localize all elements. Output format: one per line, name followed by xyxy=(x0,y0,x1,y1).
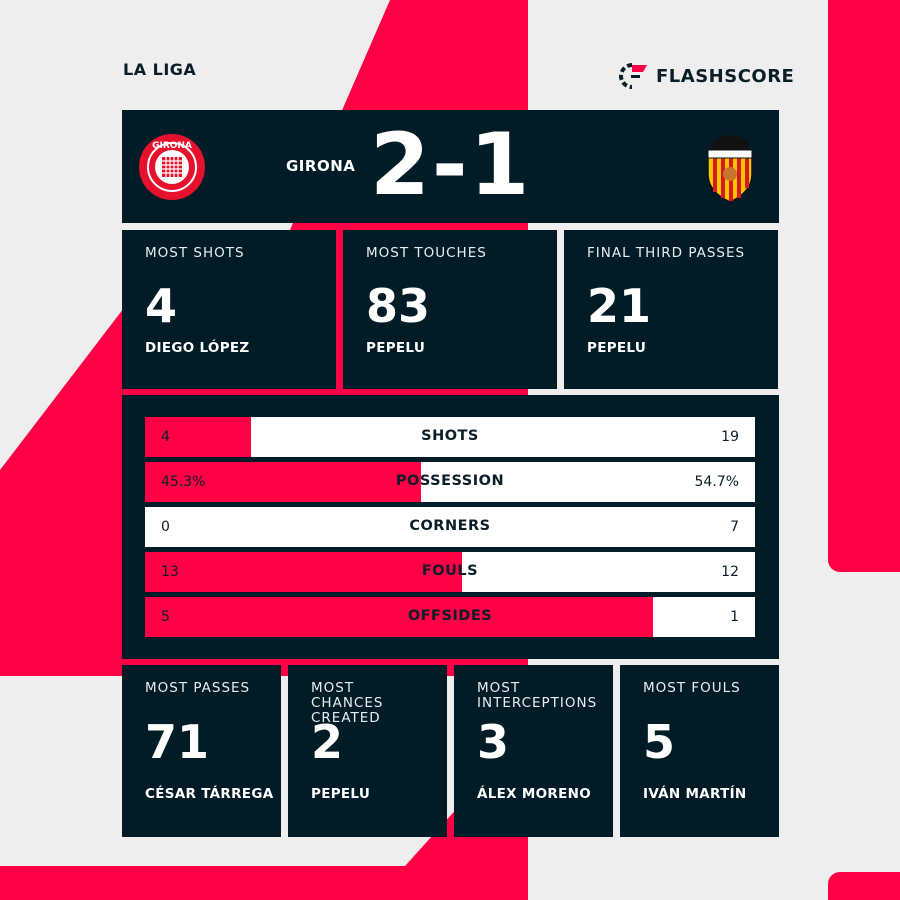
stat-value: 21 xyxy=(587,279,652,333)
home-value: 5 xyxy=(161,609,170,625)
stat-label: MOST TOUCHES xyxy=(366,245,487,261)
comparison-panel: SHOTS 4 19 POSSESSION 45.3% 54.7% CORNER… xyxy=(122,395,779,659)
stat-bar-label: FOULS xyxy=(421,563,479,579)
stat-value: 83 xyxy=(366,279,431,333)
player-name: PEPELU xyxy=(366,340,426,356)
stat-card: MOST PASSES 71 CÉSAR TÁRREGA xyxy=(122,665,281,837)
stat-bar-fouls: FOULS 13 12 xyxy=(145,552,755,592)
valencia-crest-icon xyxy=(707,135,753,203)
match-score: 2-1 xyxy=(370,115,532,215)
stat-label: MOST SHOTS xyxy=(145,245,245,261)
away-value: 7 xyxy=(730,519,739,535)
stat-bar-shots: SHOTS 4 19 xyxy=(145,417,755,457)
stat-label: MOST FOULS xyxy=(643,680,741,696)
stat-value: 71 xyxy=(145,715,210,769)
stat-bar-possession: POSSESSION 45.3% 54.7% xyxy=(145,462,755,502)
stat-card: FINAL THIRD PASSES 21 PEPELU xyxy=(564,230,778,389)
stat-bar-offsides: OFFSIDES 5 1 xyxy=(145,597,755,637)
home-share-fill xyxy=(145,552,463,592)
league-title: LA LIGA xyxy=(123,60,197,79)
stat-value: 5 xyxy=(643,715,676,769)
home-share-fill xyxy=(145,417,252,457)
player-name: CÉSAR TÁRREGA xyxy=(145,786,274,802)
home-share-fill xyxy=(145,462,422,502)
flashscore-logo-icon xyxy=(619,63,647,89)
home-team-name: GIRONA xyxy=(286,157,356,175)
away-value: 12 xyxy=(721,564,739,580)
home-value: 4 xyxy=(161,429,170,445)
player-name: ÁLEX MORENO xyxy=(477,786,591,802)
stat-card: MOST INTERCEPTIONS 3 ÁLEX MORENO xyxy=(454,665,613,837)
girona-crest-icon: GIRONA xyxy=(139,134,205,200)
stat-bar-label: SHOTS xyxy=(421,428,479,444)
svg-text:GIRONA: GIRONA xyxy=(152,141,192,151)
home-value: 13 xyxy=(161,564,179,580)
stat-value: 4 xyxy=(145,279,178,333)
home-share-fill xyxy=(145,597,654,637)
stat-bar-label: POSSESSION xyxy=(395,473,505,489)
away-value: 19 xyxy=(721,429,739,445)
player-name: PEPELU xyxy=(587,340,647,356)
stat-bar-label: OFFSIDES xyxy=(407,608,493,624)
stat-card: MOST SHOTS 4 DIEGO LÓPEZ xyxy=(122,230,336,389)
player-name: PEPELU xyxy=(311,786,371,802)
stat-label: MOST PASSES xyxy=(145,680,251,696)
stat-label: MOST INTERCEPTIONS xyxy=(477,680,598,711)
stat-value: 2 xyxy=(311,715,344,769)
stat-bar-corners: CORNERS 0 7 xyxy=(145,507,755,547)
home-value: 0 xyxy=(161,519,170,535)
stat-card: MOST TOUCHES 83 PEPELU xyxy=(343,230,557,389)
stat-card: MOST FOULS 5 IVÁN MARTÍN xyxy=(620,665,779,837)
scoreboard: GIRONA GIRONA 2-1 xyxy=(122,110,779,223)
away-value: 1 xyxy=(730,609,739,625)
flashscore-logo: FLASHSCORE xyxy=(618,62,794,90)
stat-label: MOST CHANCES CREATED xyxy=(311,680,384,726)
brand-name: FLASHSCORE xyxy=(656,65,795,87)
away-value: 54.7% xyxy=(694,474,739,490)
home-value: 45.3% xyxy=(161,474,206,490)
stat-label: FINAL THIRD PASSES xyxy=(587,245,746,261)
stat-card: MOST CHANCES CREATED 2 PEPELU xyxy=(288,665,447,837)
stat-bar-label: CORNERS xyxy=(409,518,491,534)
stat-value: 3 xyxy=(477,715,510,769)
player-name: DIEGO LÓPEZ xyxy=(145,340,250,356)
player-name: IVÁN MARTÍN xyxy=(643,786,747,802)
